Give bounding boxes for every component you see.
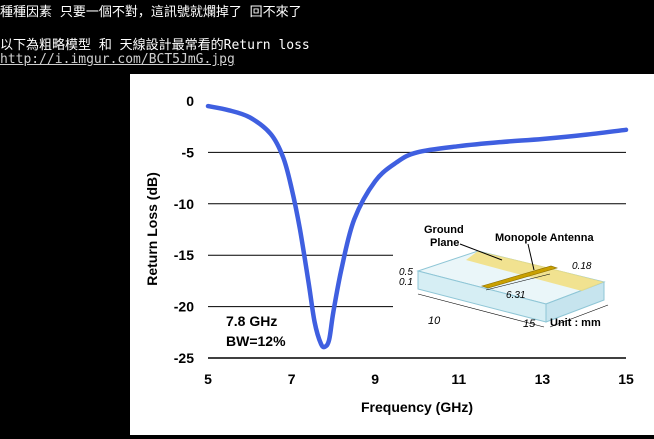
annotation-bandwidth: BW=12% — [226, 333, 286, 349]
return-loss-chart: 0 -5 -10 -15 -20 -25 5 7 9 11 13 15 Return Loss (d… — [144, 93, 634, 415]
y-tick-labels: 0 -5 -10 -15 -20 -25 — [174, 93, 194, 366]
dim-631-line — [485, 273, 551, 291]
x-tick-label: 7 — [288, 371, 296, 387]
inset-dim-0-18: 0.18 — [572, 261, 592, 272]
inset-dim-0-5: 0.5 — [399, 267, 413, 278]
post-text-line2: 以下為粗略模型 和 天線設計最常看的Return loss — [0, 38, 310, 53]
y-tick-label: -20 — [174, 299, 194, 315]
inset-unit: Unit : mm — [550, 317, 601, 329]
x-tick-label: 13 — [535, 371, 551, 387]
ground-leader — [459, 243, 503, 261]
return-loss-chart-image: 0 -5 -10 -15 -20 -25 5 7 9 11 13 15 Return Loss (d… — [130, 74, 654, 435]
inset-dim-6-31: 6.31 — [506, 290, 525, 301]
y-axis-label: Return Loss (dB) — [144, 172, 160, 286]
y-tick-label: 0 — [186, 93, 194, 109]
x-tick-label: 11 — [451, 371, 466, 387]
image-link[interactable]: http://i.imgur.com/BCT5JmG.jpg — [0, 52, 235, 67]
dim-15-line — [549, 304, 609, 328]
inset-label-plane: Plane — [430, 237, 459, 249]
antenna-inset: Ground Plane Monopole Antenna 0.5 0.1 0.… — [393, 217, 626, 349]
annotation-frequency: 7.8 GHz — [226, 313, 277, 329]
dim-10-line — [417, 293, 545, 328]
post-text-line1: 種種因素 只要一個不對，這訊號就爛掉了 回不來了 — [0, 5, 302, 20]
inset-dim-15: 15 — [523, 318, 536, 330]
y-tick-label: -25 — [174, 350, 194, 366]
x-tick-labels: 5 7 9 11 13 15 — [204, 371, 634, 387]
y-tick-label: -5 — [182, 144, 195, 160]
monopole-strip — [480, 265, 559, 289]
y-tick-label: -10 — [174, 196, 194, 212]
inset-label-monopole: Monopole Antenna — [495, 232, 594, 244]
y-tick-label: -15 — [174, 247, 194, 263]
x-axis-label: Frequency (GHz) — [361, 399, 473, 415]
x-tick-label: 15 — [618, 371, 634, 387]
inset-label-ground: Ground — [424, 224, 464, 236]
monopole-leader — [527, 243, 535, 271]
x-tick-label: 5 — [204, 371, 212, 387]
inset-dim-0-1: 0.1 — [399, 277, 413, 288]
x-tick-label: 9 — [371, 371, 379, 387]
inset-dim-10: 10 — [428, 315, 441, 327]
series-return-loss — [205, 103, 629, 350]
